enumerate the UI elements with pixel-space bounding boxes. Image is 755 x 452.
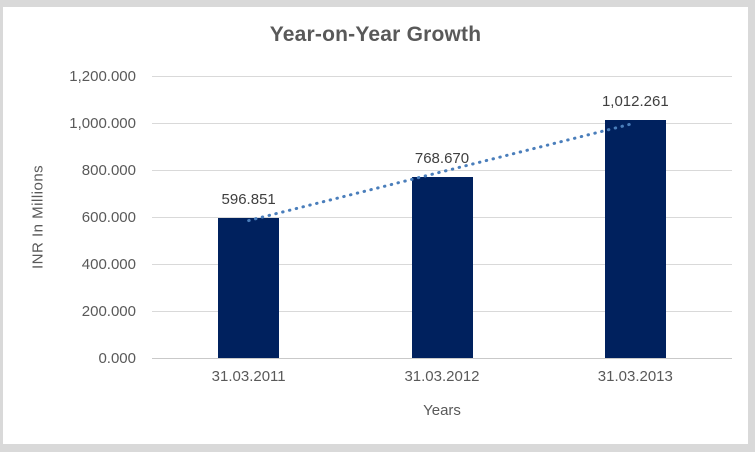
bar-2 [411,177,473,358]
plot-area: 596.851 768.670 1,012.261 [152,75,732,359]
bar-value-label: 768.670 [414,150,470,168]
bar-value-label: 1,012.261 [601,93,669,111]
y-tick-label: 0.000 [98,349,136,367]
y-tick-label: 1,000.000 [69,114,136,132]
gridline [152,75,732,77]
y-tick-label: 1,200.000 [69,67,136,85]
trendline [247,121,637,223]
x-tick-label: 31.03.2011 [211,368,286,385]
bar-1 [218,217,280,358]
y-tick-label: 600.000 [81,208,136,226]
x-tick-label: 31.03.2012 [404,368,480,385]
y-tick-label: 800.000 [81,161,136,179]
trendline-dotted-line [247,121,637,223]
gridline [152,122,732,124]
bar-3 [604,120,666,358]
y-tick-label: 200.000 [81,302,136,320]
x-axis-title: Years [423,402,461,419]
y-tick-label: 400.000 [81,255,136,273]
gridline [152,169,732,171]
x-axis-line [152,357,732,359]
y-axis-tick-labels: 0.000 200.000 400.000 600.000 800.000 1,000.0… [3,68,136,367]
chart-card: Year-on-Year Growth INR In Millions 0.00… [3,7,748,444]
bar-value-label: 596.851 [221,190,276,208]
x-axis-tick-labels: 31.03.2011 31.03.2012 31.03.2013 [152,368,732,386]
chart-title: Year-on-Year Growth [269,23,482,46]
x-tick-label: 31.03.2013 [597,368,673,385]
